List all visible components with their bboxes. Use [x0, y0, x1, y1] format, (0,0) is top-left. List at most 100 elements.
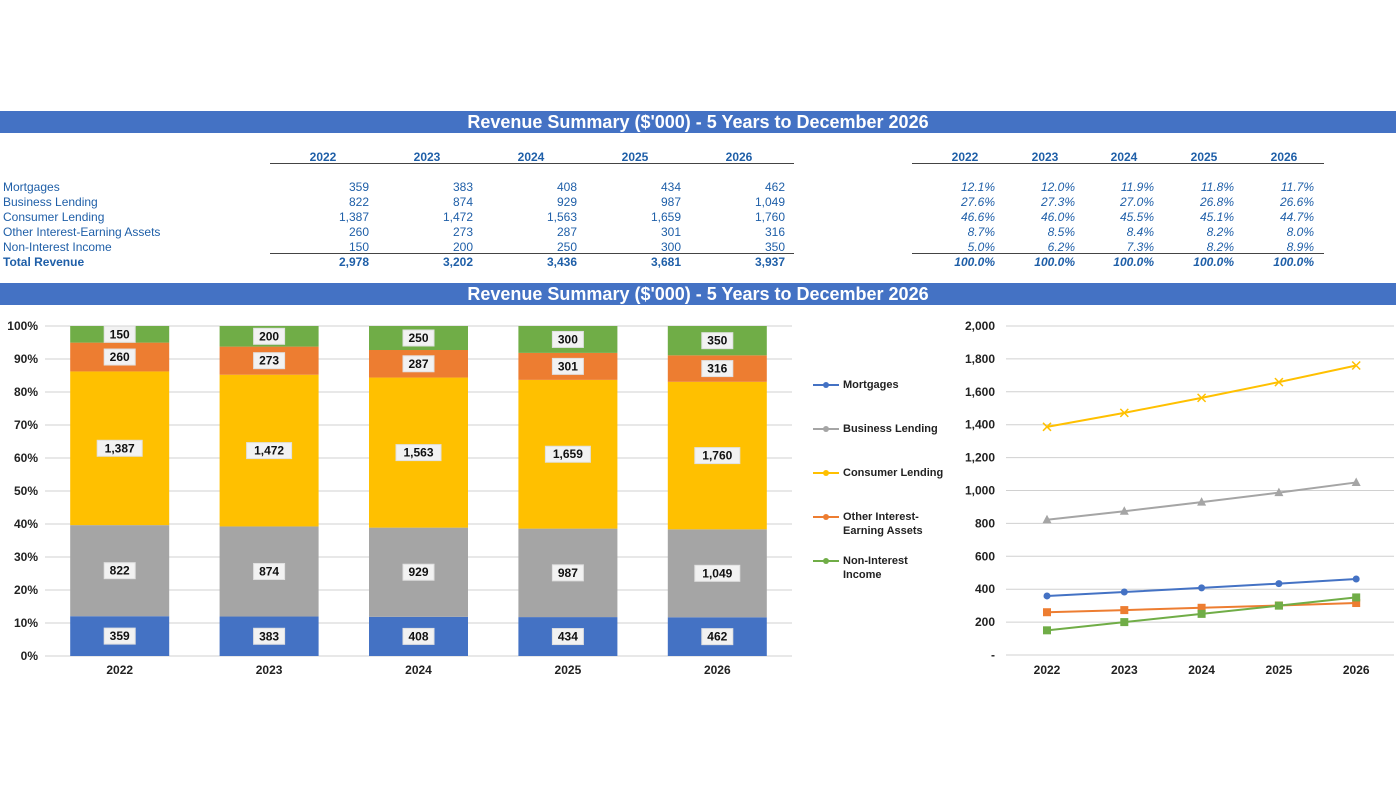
value-cell: 260: [348, 225, 369, 239]
y-tick-label: 70%: [14, 418, 38, 432]
total-pct-cell: 100.0%: [954, 255, 995, 269]
y-tick-label: 20%: [14, 583, 38, 597]
data-label: 1,387: [105, 441, 135, 455]
x-tick-label: 2026: [704, 663, 731, 677]
y-tick-label: 800: [975, 516, 995, 530]
data-point: [1119, 506, 1129, 515]
pct-cell: 8.0%: [1286, 225, 1314, 239]
pct-cell: 46.6%: [960, 210, 995, 224]
pct-cell: 45.1%: [1199, 210, 1234, 224]
data-label-box: [402, 563, 435, 581]
data-label-box: [253, 627, 286, 645]
total-label: Total Revenue: [3, 255, 85, 269]
data-label: 301: [558, 359, 578, 373]
value-cell: 359: [348, 180, 369, 194]
total-cell: 2,978: [338, 255, 369, 269]
data-label-box: [96, 439, 143, 457]
data-label: 260: [110, 350, 130, 364]
pct-cell: 46.0%: [1040, 210, 1075, 224]
data-label: 1,472: [254, 444, 284, 458]
year-header: 2024: [517, 150, 545, 164]
legend-swatch: [813, 426, 839, 432]
y-tick-label: 200: [975, 615, 995, 629]
data-point: [1120, 618, 1129, 627]
legend-swatch: [813, 514, 839, 520]
data-point: [1274, 601, 1283, 610]
value-cell: 987: [660, 195, 681, 209]
value-cell: 929: [556, 195, 577, 209]
total-pct-cell: 100.0%: [1034, 255, 1075, 269]
y-tick-label: 1,600: [965, 385, 995, 399]
pct-cell: 8.2%: [1206, 225, 1234, 239]
data-label: 408: [408, 629, 428, 643]
value-cell: 1,387: [338, 210, 369, 224]
data-point: [1352, 599, 1361, 608]
value-cell: 822: [348, 195, 369, 209]
value-cell: 300: [660, 240, 681, 254]
pct-cell: 27.6%: [960, 195, 995, 209]
data-label: 200: [259, 329, 279, 343]
data-point: [1119, 408, 1129, 418]
data-label-box: [694, 447, 741, 465]
y-tick-label: 1,200: [965, 451, 995, 465]
value-cell: 287: [556, 225, 577, 239]
total-pct-cell: 100.0%: [1113, 255, 1154, 269]
legend-swatch: [813, 558, 839, 564]
data-label-box: [701, 332, 734, 350]
legend-swatch: [813, 382, 839, 388]
y-tick-label: 80%: [14, 385, 38, 399]
y-tick-label: 1,000: [965, 484, 995, 498]
y-tick-label: 40%: [14, 517, 38, 531]
row-label: Other Interest-Earning Assets: [3, 225, 161, 239]
data-label-box: [253, 562, 286, 580]
y-tick-label: 1,800: [965, 352, 995, 366]
value-cell: 383: [452, 180, 473, 194]
total-rule-pct: [912, 253, 1324, 254]
data-point: [1275, 580, 1283, 588]
data-label: 1,049: [702, 566, 732, 580]
header-rule-pct: [912, 163, 1324, 164]
pct-cell: 8.7%: [967, 225, 995, 239]
header-rule: [270, 163, 794, 164]
year-header: 2026: [725, 150, 753, 164]
data-label: 1,760: [702, 449, 732, 463]
line-chart: - 200 400 600 800 1,000 1,200 1,400 1,600 1,800 2,…: [965, 319, 1394, 677]
x-tick-label: 2022: [106, 663, 133, 677]
value-cell: 250: [556, 240, 577, 254]
value-cell: 200: [452, 240, 473, 254]
y-tick-label: 90%: [14, 352, 38, 366]
legend-swatch: [813, 470, 839, 476]
data-label: 150: [110, 327, 130, 341]
x-tick-label: 2025: [1266, 663, 1293, 677]
page-title: Revenue Summary ($'000) - 5 Years to Dec…: [0, 111, 1396, 133]
pct-cell: 7.3%: [1126, 240, 1154, 254]
pct-cell: 5.0%: [967, 240, 995, 254]
data-point: [1352, 575, 1360, 583]
data-point: [1197, 609, 1206, 618]
x-tick-label: 2024: [1188, 663, 1215, 677]
y-tick-label: 400: [975, 582, 995, 596]
series-line: [1046, 364, 1357, 428]
pct-cell: 6.2%: [1047, 240, 1075, 254]
data-label-box: [701, 628, 734, 646]
data-label-box: [701, 360, 734, 378]
pct-cell: 27.0%: [1119, 195, 1154, 209]
data-label-box: [551, 357, 584, 375]
total-cell: 3,937: [754, 255, 785, 269]
data-label: 273: [259, 354, 279, 368]
value-cell: 462: [764, 180, 785, 194]
data-point: [1042, 422, 1052, 432]
y-tick-label: 10%: [14, 616, 38, 630]
data-label: 300: [558, 332, 578, 346]
value-cell: 1,659: [650, 210, 681, 224]
year-header: 2022: [309, 150, 337, 164]
value-cell: 408: [556, 180, 577, 194]
value-cell: 350: [764, 240, 785, 254]
total-rule: [270, 253, 794, 254]
x-tick-label: 2024: [405, 663, 432, 677]
data-label: 822: [110, 564, 130, 578]
legend-label: Other Interest-: [843, 511, 919, 523]
x-tick-label: 2023: [256, 663, 283, 677]
data-label-box: [551, 564, 584, 582]
total-pct-cell: 100.0%: [1273, 255, 1314, 269]
